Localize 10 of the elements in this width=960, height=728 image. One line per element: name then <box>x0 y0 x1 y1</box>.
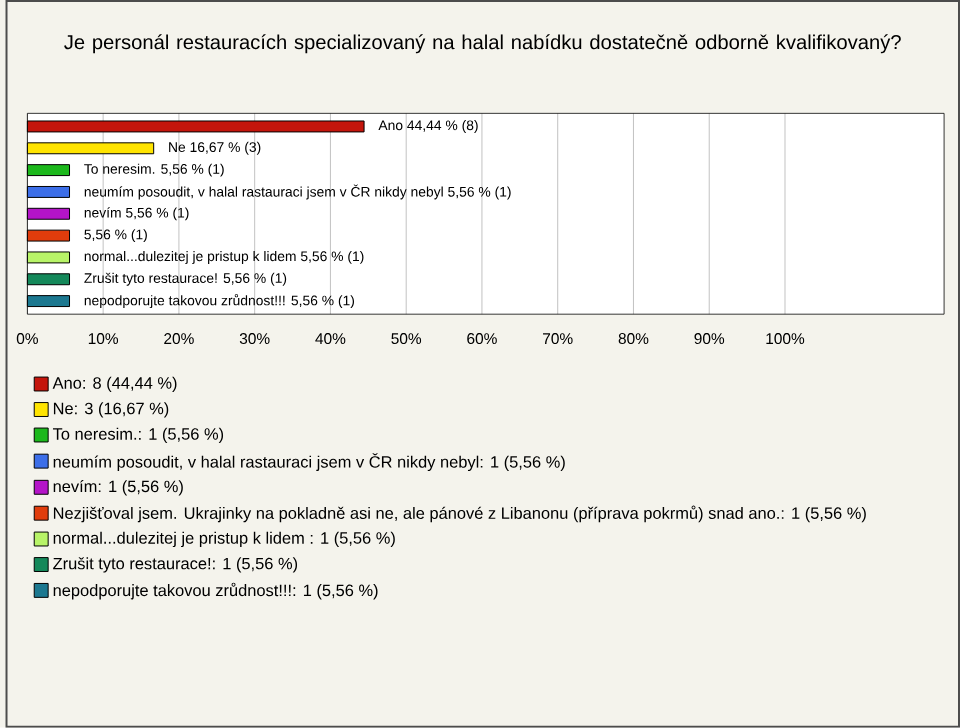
legend-label: normal...dulezitej je pristup k lidem : 1 (5,56 %) <box>53 531 395 548</box>
legend-label: nevím: 1 (5,56 %) <box>53 480 183 496</box>
legend-label: To neresim.: 1 (5,56 %) <box>52 427 224 444</box>
legend-label: Ne: 3 (16,67 %) <box>53 402 169 418</box>
legend-label: Zrušit tyto restaurace!: 1 (5,56 %) <box>53 557 298 573</box>
legend-label: neumím posoudit, v halal rastauraci jsem v ČR nikdy nebyl: 1 (5,56 %) <box>53 453 565 472</box>
legend-label: Ano: 8 (44,44 %) <box>52 376 177 393</box>
legend-label: Nezjišťoval jsem. Ukrajinky na pokladně asi ne, ale pánové z Libanonu (příprava pokrmů) snad ano.: 1 (5,56 %) <box>53 505 866 523</box>
chart-title: Je personál restauracích specializovaný na halal nabídku dostatečně odborně kvalifikovaný? <box>64 34 901 54</box>
legend-label: nepodporujte takovou zrůdnost!!!: 1 (5,56 %) <box>53 582 378 600</box>
